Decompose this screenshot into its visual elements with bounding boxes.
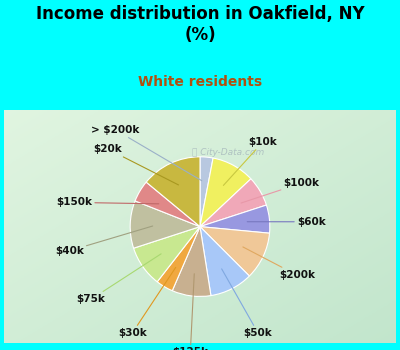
Text: $10k: $10k	[223, 137, 277, 186]
Text: > $200k: > $200k	[91, 125, 202, 181]
Wedge shape	[135, 182, 200, 227]
Text: Income distribution in Oakfield, NY
(%): Income distribution in Oakfield, NY (%)	[36, 5, 364, 44]
Text: White residents: White residents	[138, 75, 262, 89]
Wedge shape	[134, 227, 200, 282]
Text: $125k: $125k	[172, 274, 208, 350]
Text: $100k: $100k	[241, 178, 320, 203]
Text: $150k: $150k	[56, 197, 159, 208]
Text: $75k: $75k	[77, 254, 161, 304]
Wedge shape	[200, 179, 266, 227]
Wedge shape	[200, 157, 213, 227]
Text: ⓘ City-Data.com: ⓘ City-Data.com	[192, 148, 264, 157]
Wedge shape	[172, 227, 211, 296]
Wedge shape	[200, 227, 249, 296]
Text: $30k: $30k	[118, 267, 176, 338]
Wedge shape	[157, 227, 200, 291]
Text: $50k: $50k	[222, 269, 272, 338]
Wedge shape	[200, 158, 251, 227]
Wedge shape	[130, 201, 200, 248]
Wedge shape	[146, 157, 200, 227]
Text: $200k: $200k	[243, 247, 315, 280]
Wedge shape	[200, 227, 270, 276]
Wedge shape	[200, 205, 270, 233]
Text: $20k: $20k	[94, 144, 178, 185]
Text: $40k: $40k	[55, 226, 153, 256]
Text: $60k: $60k	[247, 217, 326, 227]
